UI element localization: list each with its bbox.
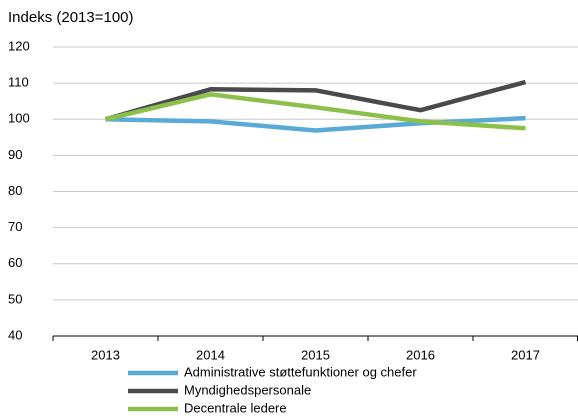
y-tick-label: 70	[8, 219, 22, 234]
y-tick-label: 80	[8, 183, 22, 198]
series-line	[104, 79, 527, 122]
x-tick-label: 2014	[196, 347, 225, 362]
y-tick-label: 110	[8, 75, 29, 90]
x-tick-label: 2015	[301, 347, 330, 362]
legend-label: Administrative støttefunktioner og chefe…	[184, 364, 417, 379]
y-tick-label: 60	[8, 255, 22, 270]
chart-title: Indeks (2013=100)	[8, 9, 134, 26]
legend-label: Decentrale ledere	[184, 400, 287, 415]
x-tick-label: 2016	[406, 347, 435, 362]
x-tick-label: 2013	[91, 347, 120, 362]
series-line	[104, 92, 526, 131]
y-tick-label: 120	[8, 38, 30, 53]
x-tick-label: 2017	[511, 347, 540, 362]
y-tick-label: 40	[8, 327, 22, 342]
y-tick-label: 90	[8, 147, 22, 162]
legend-label: Myndighedspersonale	[184, 382, 311, 397]
y-tick-label: 50	[8, 291, 22, 306]
y-tick-label: 100	[8, 111, 30, 126]
